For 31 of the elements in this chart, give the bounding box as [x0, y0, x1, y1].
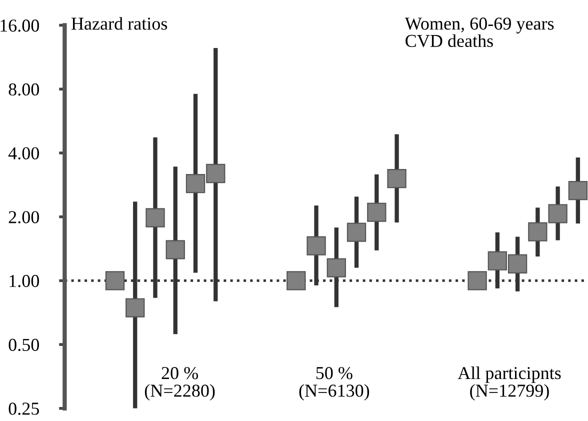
point — [146, 208, 165, 228]
point — [548, 204, 568, 224]
chart-title: Women, 60-69 years — [404, 18, 554, 34]
point — [568, 180, 588, 200]
point — [105, 271, 125, 290]
point — [126, 298, 145, 318]
point — [306, 236, 326, 256]
point — [468, 271, 487, 290]
point — [186, 174, 206, 194]
y-tick-label: 0.25 — [8, 402, 39, 415]
point — [346, 222, 366, 242]
point — [528, 222, 548, 242]
point — [326, 258, 346, 278]
point — [387, 168, 406, 188]
point — [166, 240, 185, 260]
point — [206, 164, 226, 184]
y-tick-label: 1.00 — [10, 274, 39, 288]
point — [286, 271, 306, 290]
y-tick-label: 16.00 — [0, 20, 39, 32]
point — [488, 251, 508, 270]
y-axis-title: Hazard ratios — [71, 17, 168, 30]
chart-subtitle: CVD deaths — [406, 34, 493, 48]
annotation: 20 % (N=2280) — [144, 366, 215, 400]
point — [367, 202, 386, 222]
y-tick-label: 2.00 — [8, 211, 39, 224]
y-tick-label: 8.00 — [8, 83, 39, 96]
y-tick-label: 4.00 — [8, 147, 39, 160]
annotation: All participnts (N=12799) — [458, 366, 561, 400]
annotation: 50 % (N=6130) — [299, 366, 370, 400]
y-tick-label: 0.50 — [8, 338, 39, 352]
point — [508, 254, 528, 274]
